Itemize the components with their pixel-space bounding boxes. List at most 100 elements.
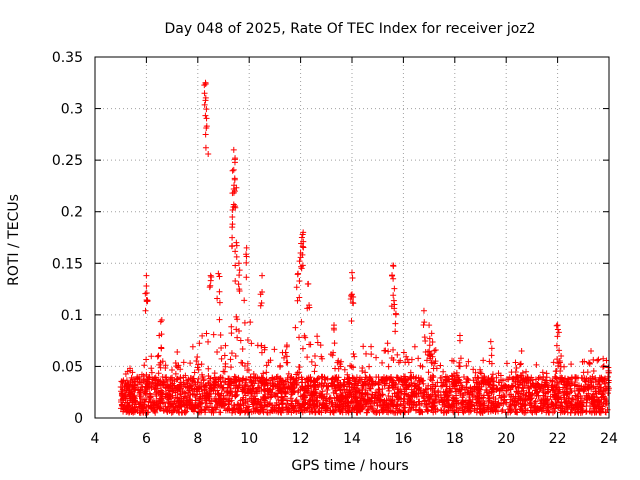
roti-point [364,407,371,414]
roti-point [222,401,229,408]
roti-point [298,318,305,325]
roti-point [343,394,350,401]
roti-point [518,388,525,395]
roti-point [330,408,337,415]
roti-point [177,401,184,408]
roti-point [479,407,486,414]
roti-point [298,379,305,386]
roti-point [388,354,395,361]
roti-point [587,403,594,409]
roti-point [458,382,465,389]
roti-point [572,375,579,382]
roti-peak-point [349,299,356,306]
roti-point [272,402,279,409]
roti-peak-point [296,294,303,301]
roti-point [538,384,545,391]
roti-peak-point [259,289,266,296]
roti-point [497,394,504,401]
roti-point [378,396,385,403]
roti-point [288,383,295,390]
roti-point [470,366,477,373]
roti-point [267,394,274,401]
roti-peak-point [427,355,434,362]
roti-point [352,388,359,395]
roti-point [194,386,201,393]
x-tick-label: 14 [343,431,361,447]
y-tick-label: 0.05 [52,359,83,375]
roti-point [557,374,564,381]
roti-point [210,383,217,390]
roti-point [117,405,124,412]
roti-point [478,380,485,387]
roti-point [570,396,577,403]
roti-peak-point [554,326,561,333]
roti-point [366,363,373,370]
roti-point [476,384,483,391]
roti-point [279,400,286,407]
x-tick-label: 18 [446,431,464,447]
roti-point [278,409,285,416]
roti-point [483,389,490,396]
roti-point [547,393,554,400]
roti-point [214,348,221,355]
roti-point [604,383,611,390]
roti-peak-point [216,299,223,306]
roti-point [368,351,375,358]
roti-point [218,390,225,397]
roti-point [590,356,597,363]
roti-point [174,395,181,402]
roti-point [296,334,303,341]
roti-point [595,388,602,395]
roti-point [479,409,486,416]
roti-point [223,387,230,394]
roti-point [555,390,562,397]
roti-point [538,397,545,404]
roti-peak-point [157,318,164,325]
roti-point [128,374,135,381]
roti-point [352,400,359,407]
roti-point [385,385,392,392]
roti-point [401,404,408,411]
roti-point [334,359,341,366]
roti-point [561,394,568,401]
roti-point [429,404,436,411]
roti-point [533,409,540,416]
roti-point [595,356,602,363]
roti-point [311,353,318,360]
roti-point [385,348,392,355]
roti-point [605,367,612,374]
roti-point [377,392,384,399]
roti-point [479,374,486,381]
roti-point [321,401,328,408]
roti-point [189,390,196,397]
roti-point [507,406,514,413]
roti-point [288,374,295,381]
roti-point [394,351,401,358]
roti-point [315,384,322,391]
roti-point [351,353,358,360]
roti-point [177,375,184,382]
y-tick-label: 0.1 [61,308,83,324]
roti-point [463,379,470,386]
roti-point [154,381,161,388]
roti-peak-point [230,166,237,173]
roti-point [468,403,475,410]
roti-point [522,402,529,409]
roti-point [266,401,273,408]
roti-peak-point [518,347,525,354]
roti-point [283,353,290,360]
roti-peak-point [350,300,357,307]
roti-point [266,377,273,384]
roti-point [453,406,460,413]
roti-point [230,406,237,413]
roti-point [227,356,234,363]
roti-point [217,398,224,405]
roti-point [568,361,575,368]
roti-peak-point [390,275,397,282]
roti-point [291,407,298,414]
roti-peak-point [420,307,427,314]
roti-peak-point [233,242,240,249]
roti-point [327,394,334,401]
roti-point [513,389,520,396]
roti-peak-point [201,90,208,97]
